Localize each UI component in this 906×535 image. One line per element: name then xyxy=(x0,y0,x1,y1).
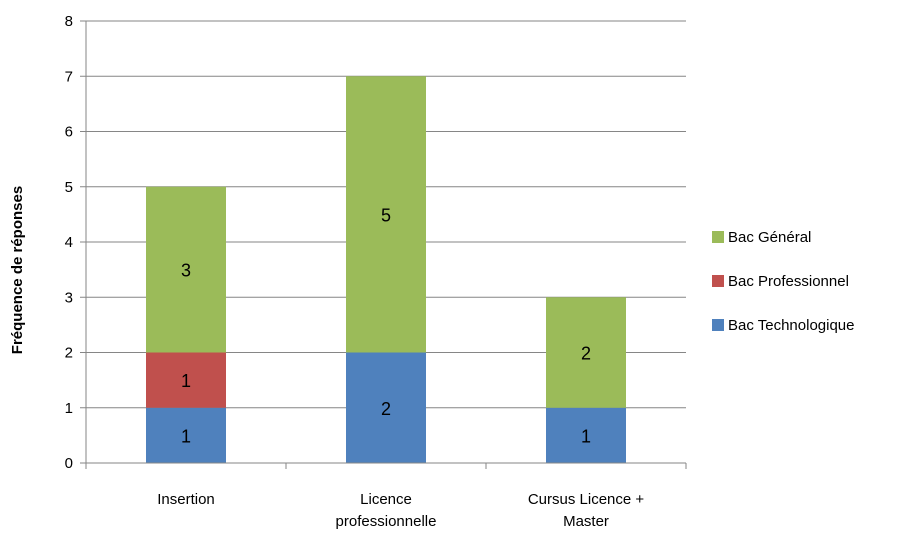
y-tick-label-1: 1 xyxy=(65,400,73,417)
legend-swatch-bac-professionnel xyxy=(712,275,724,287)
y-tick-label-4: 4 xyxy=(65,234,73,251)
bar-bac-g-n-ral-0 xyxy=(146,186,226,353)
bar-bac-g-n-ral-1 xyxy=(346,76,426,353)
legend-label-bac-technologique: Bac Technologique xyxy=(728,317,855,334)
y-tick-label-8: 8 xyxy=(65,13,73,30)
data-labels: 1 1 3 2 5 1 2 xyxy=(181,205,591,446)
x-tick-label-1: Licence professionnelle xyxy=(336,491,437,530)
legend: Bac Général Bac Professionnel Bac Technolo… xyxy=(712,229,855,334)
bar-bac-technologique-1 xyxy=(346,352,426,463)
bar-bac-technologique-2 xyxy=(546,407,626,463)
x-tick-label-0: Insertion xyxy=(157,491,215,508)
y-tick-label-3: 3 xyxy=(65,289,73,306)
y-axis-title: Fréquence de réponses xyxy=(9,186,26,354)
data-label-bac-g-n-ral-2: 2 xyxy=(581,344,591,364)
data-label-bac-g-n-ral-0: 3 xyxy=(181,261,191,281)
bars xyxy=(146,76,626,463)
x-tick-label-2: Cursus Licence + Master xyxy=(528,491,645,530)
y-tick-label-7: 7 xyxy=(65,68,73,85)
legend-swatch-bac-technologique xyxy=(712,319,724,331)
legend-label-bac-professionnel: Bac Professionnel xyxy=(728,273,849,290)
y-tick-label-0: 0 xyxy=(65,455,73,472)
y-tick-label-6: 6 xyxy=(65,124,73,141)
legend-swatch-bac-g-n-ral xyxy=(712,231,724,243)
bar-bac-g-n-ral-2 xyxy=(546,297,626,408)
data-label-bac-technologique-0: 1 xyxy=(181,426,191,446)
data-label-bac-technologique-1: 2 xyxy=(381,399,391,419)
bar-bac-professionnel-0 xyxy=(146,352,226,408)
legend-label-bac-g-n-ral: Bac Général xyxy=(728,229,811,246)
bar-bac-technologique-0 xyxy=(146,407,226,463)
data-label-bac-professionnel-0: 1 xyxy=(181,371,191,391)
y-tick-label-2: 2 xyxy=(65,345,73,362)
data-label-bac-g-n-ral-1: 5 xyxy=(381,205,391,225)
y-tick-label-5: 5 xyxy=(65,179,73,196)
data-label-bac-technologique-2: 1 xyxy=(581,426,591,446)
axes: 0 1 2 3 4 5 6 7 8 Insertion Licence professionnelle… xyxy=(65,13,687,530)
